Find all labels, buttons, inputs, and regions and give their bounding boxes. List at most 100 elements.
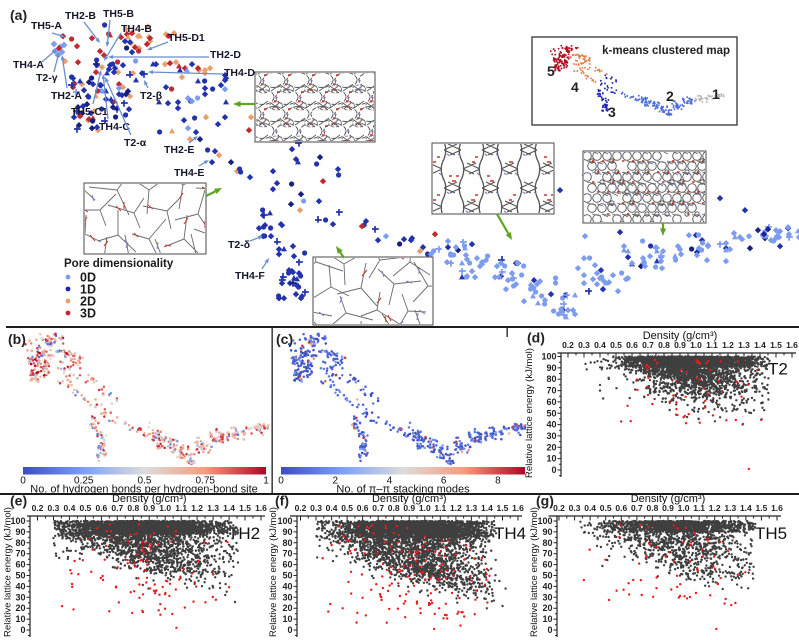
svg-text:0.9: 0.9 (143, 503, 155, 513)
svg-text:(f): (f) (275, 493, 289, 509)
svg-text:0.8: 0.8 (647, 503, 659, 513)
svg-text:(e): (e) (10, 493, 27, 509)
svg-text:0.2: 0.2 (295, 503, 307, 513)
svg-text:0.4: 0.4 (584, 503, 596, 513)
svg-text:1.5: 1.5 (497, 503, 509, 513)
svg-text:0.8: 0.8 (388, 503, 400, 513)
svg-text:90: 90 (15, 527, 25, 537)
svg-text:50: 50 (546, 408, 556, 418)
svg-text:3D: 3D (80, 307, 96, 321)
svg-text:50: 50 (282, 571, 292, 581)
svg-text:TH2: TH2 (228, 524, 260, 543)
svg-text:1.1: 1.1 (175, 503, 187, 513)
svg-text:1.6: 1.6 (771, 503, 783, 513)
svg-text:80: 80 (542, 538, 552, 548)
svg-text:0.5: 0.5 (610, 340, 622, 350)
svg-text:1.5: 1.5 (239, 503, 251, 513)
svg-text:0.9: 0.9 (674, 340, 686, 350)
svg-text:0.7: 0.7 (631, 503, 643, 513)
svg-text:(a): (a) (10, 7, 27, 23)
svg-text:100: 100 (277, 516, 292, 526)
svg-text:Relative lattice energy (kJ/mo: Relative lattice energy (kJ/mol) (3, 507, 14, 637)
svg-text:30: 30 (282, 592, 292, 602)
svg-text:10: 10 (15, 614, 25, 624)
svg-text:1.6: 1.6 (512, 503, 524, 513)
svg-text:1.4: 1.4 (481, 503, 493, 513)
svg-text:No. of π–π stacking modes: No. of π–π stacking modes (336, 484, 470, 496)
svg-text:20: 20 (15, 603, 25, 613)
svg-text:TH5-C1: TH5-C1 (71, 106, 108, 118)
svg-text:10: 10 (282, 614, 292, 624)
svg-text:100: 100 (537, 516, 552, 526)
svg-text:TH5: TH5 (755, 524, 787, 543)
svg-text:30: 30 (542, 592, 552, 602)
svg-text:TH4-F: TH4-F (235, 270, 265, 282)
svg-text:70: 70 (15, 549, 25, 559)
svg-text:Relative lattice energy (kJ/mo: Relative lattice energy (kJ/mol) (529, 507, 540, 637)
svg-text:20: 20 (546, 442, 556, 452)
svg-text:70: 70 (282, 549, 292, 559)
svg-text:TH4-B: TH4-B (121, 23, 152, 35)
svg-text:Density (g/cm³): Density (g/cm³) (643, 330, 718, 342)
svg-text:60: 60 (542, 560, 552, 570)
svg-text:0.25: 0.25 (74, 476, 94, 487)
svg-text:90: 90 (282, 527, 292, 537)
svg-text:1: 1 (712, 86, 720, 102)
svg-text:0.3: 0.3 (569, 503, 581, 513)
svg-text:1D: 1D (80, 283, 96, 297)
svg-text:10: 10 (542, 614, 552, 624)
svg-text:0.3: 0.3 (48, 503, 60, 513)
svg-text:1.1: 1.1 (434, 503, 446, 513)
svg-text:1.2: 1.2 (450, 503, 462, 513)
svg-text:4: 4 (571, 79, 579, 95)
svg-text:80: 80 (282, 538, 292, 548)
svg-text:TH4-C: TH4-C (99, 121, 130, 133)
svg-text:0.8: 0.8 (127, 503, 139, 513)
svg-text:TH5-B: TH5-B (103, 8, 134, 20)
svg-text:100: 100 (10, 516, 25, 526)
svg-text:1.3: 1.3 (724, 503, 736, 513)
svg-text:TH5-D1: TH5-D1 (168, 32, 205, 44)
svg-text:0.75: 0.75 (196, 476, 216, 487)
svg-text:50: 50 (15, 571, 25, 581)
svg-text:TH5-A: TH5-A (31, 20, 62, 32)
svg-text:1: 1 (263, 476, 269, 487)
svg-text:20: 20 (542, 603, 552, 613)
svg-text:T2-α: T2-α (124, 137, 147, 149)
svg-text:Relative lattice energy (kJ/mo: Relative lattice energy (kJ/mol) (524, 348, 535, 478)
svg-text:60: 60 (15, 560, 25, 570)
svg-text:0.7: 0.7 (372, 503, 384, 513)
svg-text:0.5: 0.5 (138, 476, 152, 487)
svg-text:0D: 0D (80, 271, 96, 285)
svg-text:8: 8 (495, 476, 501, 487)
svg-text:0: 0 (547, 625, 552, 635)
svg-text:40: 40 (15, 581, 25, 591)
svg-text:TH2-A: TH2-A (51, 90, 82, 102)
svg-text:0.4: 0.4 (326, 503, 338, 513)
svg-text:80: 80 (546, 374, 556, 384)
svg-text:T2-β: T2-β (140, 90, 163, 102)
svg-text:Pore dimensionality: Pore dimensionality (64, 258, 174, 270)
svg-text:TH2-B: TH2-B (65, 10, 96, 22)
svg-text:2: 2 (666, 88, 674, 104)
svg-text:0.6: 0.6 (626, 340, 638, 350)
svg-text:100: 100 (541, 352, 556, 362)
svg-text:T2-γ: T2-γ (36, 72, 58, 84)
svg-text:0.5: 0.5 (600, 503, 612, 513)
svg-text:0.9: 0.9 (403, 503, 415, 513)
svg-text:0.2: 0.2 (32, 503, 44, 513)
svg-text:0: 0 (20, 625, 25, 635)
svg-text:60: 60 (546, 397, 556, 407)
svg-text:40: 40 (282, 581, 292, 591)
svg-text:1.3: 1.3 (738, 340, 750, 350)
svg-text:No. of hydrogen bonds per hydr: No. of hydrogen bonds per hydrogen-bond … (30, 484, 258, 496)
svg-text:0.4: 0.4 (594, 340, 606, 350)
svg-text:1.6: 1.6 (786, 340, 798, 350)
svg-text:0.6: 0.6 (95, 503, 107, 513)
svg-text:TH4: TH4 (494, 524, 526, 543)
svg-text:0.6: 0.6 (615, 503, 627, 513)
svg-text:1.5: 1.5 (770, 340, 782, 350)
svg-text:3: 3 (608, 104, 616, 120)
svg-text:1.6: 1.6 (255, 503, 267, 513)
svg-text:0: 0 (551, 465, 556, 475)
